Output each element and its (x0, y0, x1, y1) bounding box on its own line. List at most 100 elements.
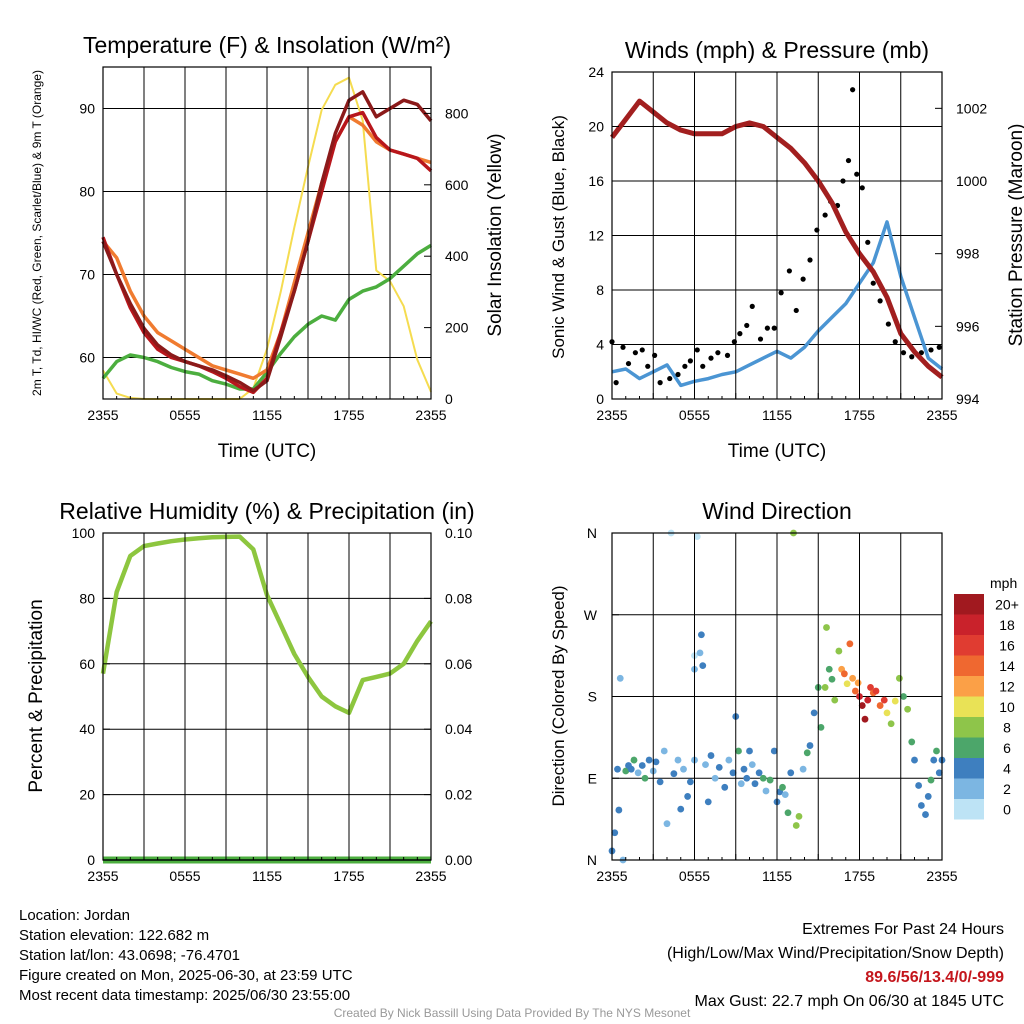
gust-point (900, 350, 907, 356)
direction-point (755, 769, 763, 777)
gust-point (885, 321, 891, 327)
gust-point (632, 350, 638, 356)
direction-point (684, 793, 692, 800)
legend-label: 4 (1003, 760, 1011, 776)
direction-point (854, 679, 862, 687)
y-right-tick-label: 0.00 (445, 852, 472, 868)
x-tick-label: 1755 (844, 407, 875, 423)
panel-title: Temperature (F) & Insolation (W/m²) (83, 32, 451, 58)
gust-point (764, 325, 770, 331)
gust-point (771, 325, 777, 331)
direction-point (831, 696, 839, 704)
direction-point (835, 647, 843, 655)
legend-label: 2 (1003, 781, 1011, 797)
direction-point (895, 674, 903, 682)
y-tick-label: 60 (79, 350, 95, 366)
y-right-tick-label: 998 (956, 246, 980, 262)
direction-point (891, 697, 899, 705)
gust-point (918, 350, 924, 356)
gust-point (687, 358, 693, 364)
direction-point (922, 811, 929, 818)
direction-point (858, 702, 866, 709)
y-tick-label: S (588, 689, 597, 705)
x-tick-label: 2355 (596, 407, 627, 423)
y-tick-label: 40 (79, 721, 95, 737)
direction-point (638, 762, 646, 769)
y-right-tick-label: 0.06 (445, 656, 472, 672)
gust-point (708, 355, 714, 361)
gust-point (909, 354, 915, 360)
direction-point (762, 787, 770, 795)
gust-point (724, 352, 731, 358)
direction-point (615, 806, 623, 814)
x-axis-label: Time (UTC) (218, 441, 317, 462)
direction-point (828, 675, 836, 683)
y-tick-label: 0 (596, 391, 604, 407)
x-tick-label: 2355 (415, 407, 446, 423)
direction-point (849, 674, 857, 682)
direction-point (702, 761, 709, 769)
direction-point (707, 752, 715, 759)
direction-point (927, 776, 935, 784)
x-tick-label: 2355 (415, 868, 446, 884)
y-right-tick-label: 400 (445, 248, 469, 264)
y-tick-label: 60 (79, 656, 95, 672)
gust-point (877, 298, 883, 304)
direction-point (622, 767, 630, 775)
x-axis-label: Time (UTC) (728, 441, 827, 462)
direction-point (634, 769, 642, 777)
direction-point (900, 693, 907, 700)
extremes-fields: (High/Low/Max Wind/Precipitation/Snow De… (666, 945, 1004, 962)
panel-title: Relative Humidity (%) & Precipitation (i… (59, 498, 474, 524)
gust-point (800, 276, 806, 282)
panel-title: Wind Direction (702, 498, 852, 524)
y-tick-label: 20 (79, 787, 95, 803)
direction-point (611, 829, 619, 837)
y-tick-label: 70 (79, 267, 95, 283)
gust-point (865, 239, 871, 245)
y-tick-label: 100 (72, 525, 96, 541)
location-text: Location: Jordan (19, 907, 130, 924)
winds-pressure-panel: 2355 0555 1155 1755 2355 Winds (mph) & Pressu… (549, 37, 1024, 462)
direction-point (795, 813, 803, 820)
y-right-tick-label: 1002 (956, 100, 987, 116)
credit-text: Created By Nick Bassill Using Data Provi… (333, 1006, 691, 1020)
latlon-text: Station lat/lon: 43.0698; -76.4701 (19, 947, 241, 964)
direction-point (743, 774, 751, 782)
y-tick-label: N (587, 525, 597, 541)
direction-point (792, 822, 800, 829)
gust-point (870, 280, 876, 286)
gust-point (625, 360, 632, 367)
y-tick-label: 8 (596, 282, 604, 298)
legend-swatch (954, 717, 984, 738)
legend-swatch (954, 676, 984, 697)
direction-point (861, 715, 869, 723)
y-right-tick-label: 0 (445, 391, 453, 407)
gust-point (757, 336, 764, 342)
direction-point (779, 783, 786, 791)
x-tick-label: 1155 (762, 407, 792, 423)
y-tick-label: 16 (588, 173, 604, 189)
legend-swatch (954, 655, 984, 676)
gust-point (859, 185, 865, 191)
direction-point (641, 774, 649, 782)
direction-point (883, 709, 891, 717)
direction-point (872, 687, 880, 695)
direction-point (721, 783, 729, 791)
y-tick-label: 20 (588, 119, 604, 135)
created-text: Figure created on Mon, 2025-06-30, at 23… (19, 967, 353, 984)
x-tick-label: 0555 (169, 407, 200, 423)
recent-text: Most recent data timestamp: 2025/06/30 2… (19, 987, 351, 1004)
legend-swatch (954, 799, 984, 820)
y-tick-label: E (588, 770, 597, 786)
station-info: Location: Jordan Station elevation: 122.… (19, 906, 353, 1006)
direction-point (715, 763, 723, 771)
x-tick-label: 0555 (169, 868, 200, 884)
y-axis-label: Percent & Precipitation (26, 599, 47, 792)
direction-point (693, 533, 701, 541)
y-right-tick-label: 200 (445, 320, 469, 336)
direction-point (711, 774, 719, 782)
legend-label: 16 (999, 637, 1015, 653)
direction-point (806, 742, 814, 749)
direction-point (614, 765, 621, 773)
